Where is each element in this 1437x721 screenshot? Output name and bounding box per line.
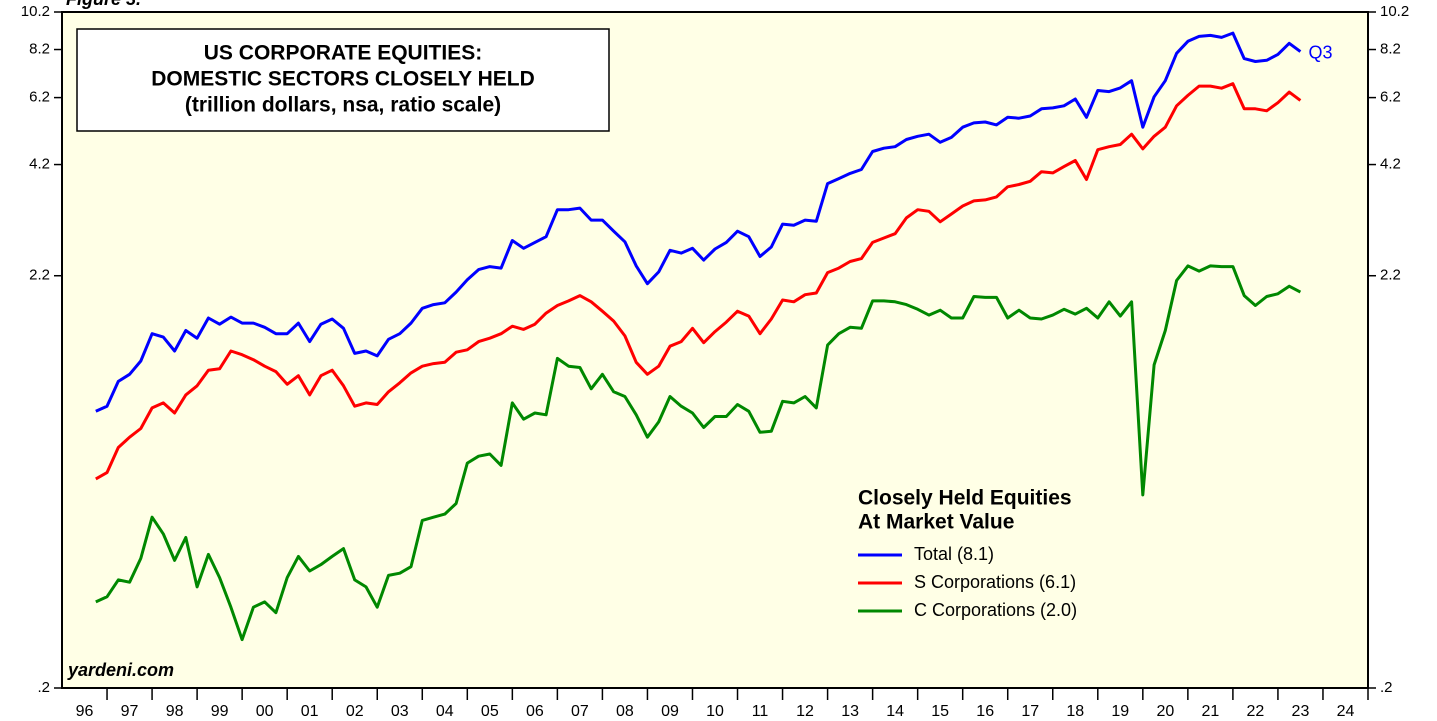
x-tick-label: 24 (1337, 703, 1355, 720)
x-tick-label: 15 (931, 703, 949, 720)
title-box (76, 28, 610, 132)
x-tick-label: 19 (1111, 703, 1129, 720)
x-tick-label: 06 (526, 703, 544, 720)
y-tick-label: 10.2 (21, 3, 50, 20)
y2-tick-label: 10.2 (1380, 3, 1409, 20)
line-series (95, 31, 1302, 413)
x-tick-label: 03 (391, 703, 409, 720)
x-tick-label: 13 (841, 703, 859, 720)
x-tick-label: 17 (1021, 703, 1039, 720)
legend-label: S Corporations (6.1) (914, 572, 1076, 592)
legend-title: At Market Value (858, 511, 1014, 534)
x-tick-label: 10 (706, 703, 724, 720)
x-tick-label: 04 (436, 703, 454, 720)
y2-tick-label: 4.2 (1380, 156, 1401, 173)
x-tick-label: 01 (301, 703, 319, 720)
y-tick-label: .2 (37, 679, 50, 696)
y2-tick-label: 6.2 (1380, 89, 1401, 106)
legend-label: Total (8.1) (914, 544, 994, 564)
figure-label: Figure 3. (66, 0, 141, 9)
x-tick-label: 16 (976, 703, 994, 720)
y2-tick-label: 2.2 (1380, 267, 1401, 284)
x-tick-label: 97 (121, 703, 139, 720)
x-tick-label: 00 (256, 703, 274, 720)
x-tick-label: 23 (1292, 703, 1310, 720)
x-tick-label: 02 (346, 703, 364, 720)
x-tick-label: 96 (76, 703, 94, 720)
x-tick-label: 09 (661, 703, 679, 720)
y-tick-label: 8.2 (29, 40, 50, 57)
x-tick-label: 21 (1201, 703, 1219, 720)
x-tick-label: 18 (1066, 703, 1084, 720)
chart-title: US CORPORATE EQUITIES: (204, 42, 482, 65)
legend-label: C Corporations (2.0) (914, 600, 1077, 620)
x-tick-label: 14 (886, 703, 904, 720)
x-tick-label: 12 (796, 703, 814, 720)
chart-title: DOMESTIC SECTORS CLOSELY HELD (151, 68, 535, 91)
y-tick-label: 2.2 (29, 267, 50, 284)
x-tick-label: 07 (571, 703, 589, 720)
y-tick-label: 6.2 (29, 89, 50, 106)
source: yardeni.com (67, 660, 174, 680)
y-tick-label: 4.2 (29, 156, 50, 173)
y2-tick-label: .2 (1380, 679, 1393, 696)
x-tick-label: 99 (211, 703, 229, 720)
x-tick-label: 98 (166, 703, 184, 720)
x-tick-label: 11 (752, 703, 769, 720)
line-series (95, 82, 1302, 481)
y2-tick-label: 8.2 (1380, 40, 1401, 57)
chart-title: (trillion dollars, nsa, ratio scale) (185, 94, 501, 117)
line-series (95, 264, 1302, 642)
annotation: Q3 (1308, 42, 1332, 62)
x-tick-label: 22 (1247, 703, 1265, 720)
x-tick-label: 20 (1156, 703, 1174, 720)
legend-title: Closely Held Equities (858, 487, 1072, 510)
x-tick-label: 08 (616, 703, 634, 720)
x-tick-label: 05 (481, 703, 499, 720)
